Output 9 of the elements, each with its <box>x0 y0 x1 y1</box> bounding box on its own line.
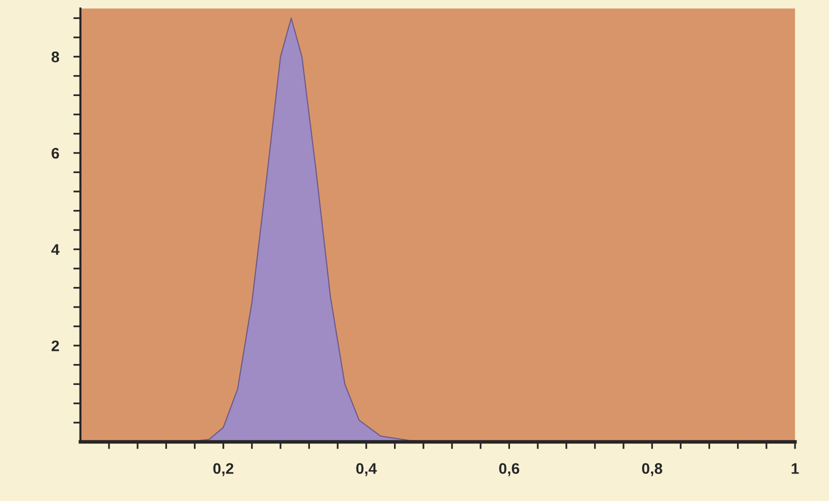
y-tick-label: 6 <box>52 148 60 159</box>
y-tick-label: 2 <box>52 340 59 352</box>
y-tick-label: 8 <box>52 52 60 62</box>
x-tick-label: 0,8 <box>642 463 662 476</box>
x-tick-label: 0,4 <box>356 463 377 476</box>
x-tick-label: 0,6 <box>499 463 520 476</box>
y-tick-label: 4 <box>51 244 60 255</box>
x-tick-label: 0,2 <box>213 463 234 476</box>
x-tick-label: 1 <box>792 463 799 474</box>
